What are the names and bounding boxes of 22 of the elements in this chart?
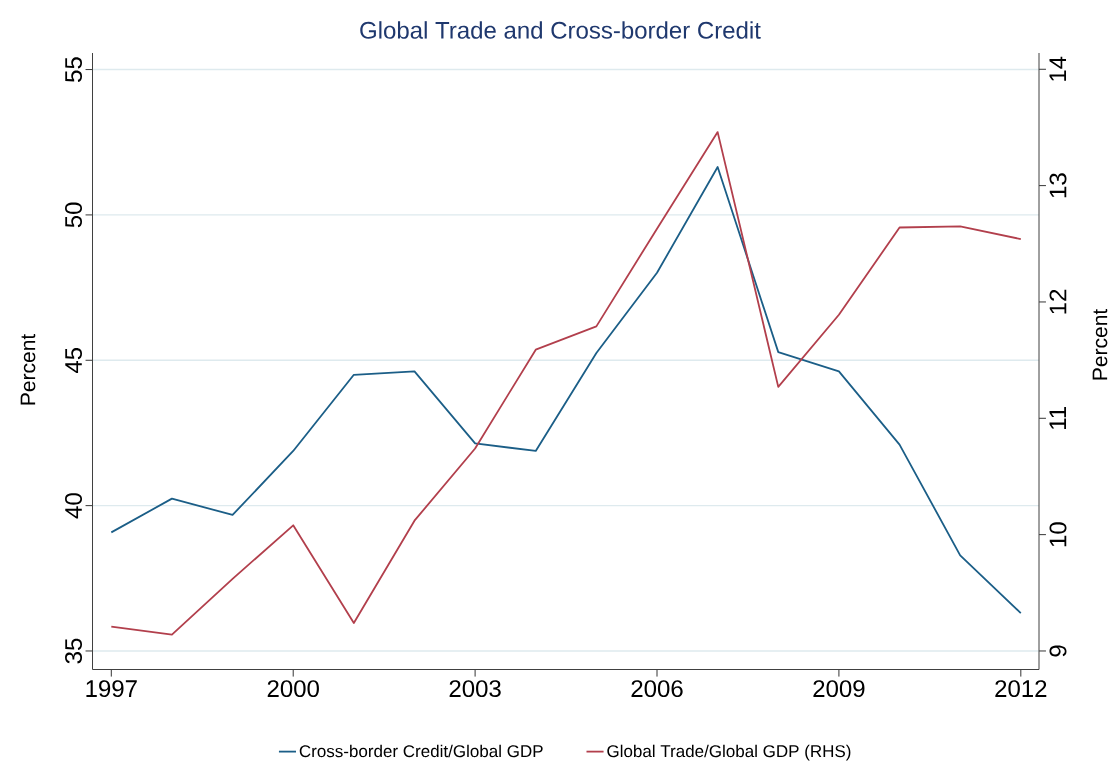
y-tick-label: 45 [65, 347, 83, 374]
x-tick-label: 2000 [267, 680, 319, 698]
x-tick-label: 1997 [86, 680, 137, 698]
legend-label: Global Trade/Global GDP (RHS) [607, 744, 851, 761]
y-tick-label: 40 [65, 493, 83, 519]
x-tick-label: 2006 [631, 680, 683, 698]
x-tick-label: 2012 [995, 680, 1047, 698]
x-tick-label: 2003 [449, 680, 501, 698]
y2-tick-label: 12 [1049, 289, 1067, 314]
y2-tick-label: 10 [1049, 522, 1067, 547]
y2-tick-label: 14 [1049, 56, 1066, 81]
y2-tick-label: 13 [1049, 173, 1067, 198]
y-axis-title: Percent [20, 333, 36, 405]
chart-title: Global Trade and Cross-border Credit [360, 21, 761, 39]
legend-label: Cross-border Credit/Global GDP [299, 744, 543, 758]
y2-tick-label: 11 [1049, 407, 1066, 429]
y-tick-label: 35 [65, 638, 83, 664]
x-tick-label: 2009 [813, 680, 865, 698]
y2-tick-label: 9 [1049, 645, 1067, 657]
y-tick-label: 55 [65, 57, 83, 82]
y-tick-label: 50 [65, 202, 83, 228]
y2-axis-title: Percent [1092, 308, 1108, 380]
